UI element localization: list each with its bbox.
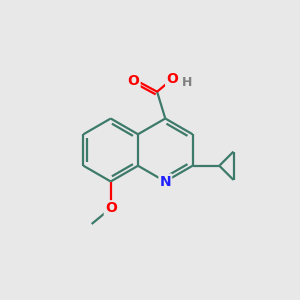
Text: N: N [160,175,171,188]
Text: O: O [105,201,117,215]
Text: O: O [128,74,140,88]
Text: H: H [182,76,192,89]
Text: O: O [166,72,178,86]
